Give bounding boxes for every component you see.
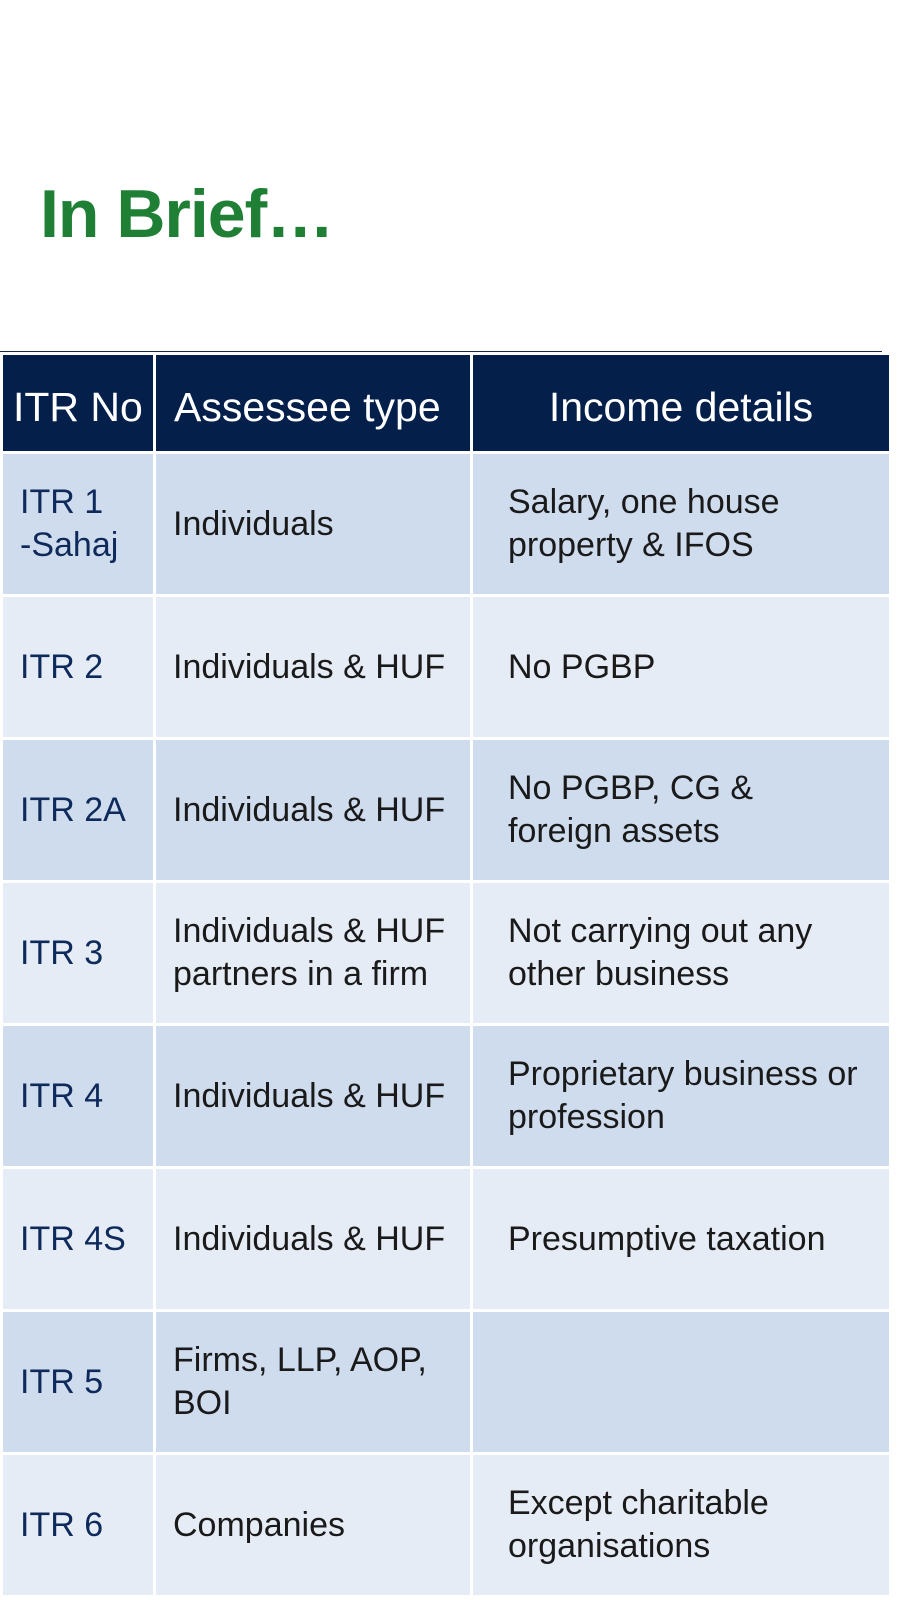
table-cell-assessee-type: Individuals: [156, 454, 470, 594]
table-cell-itr-no: ITR 1 -Sahaj: [3, 454, 153, 594]
table-cell-income-details: Proprietary business or profession: [473, 1026, 889, 1166]
table-cell-assessee-type: Individuals & HUF: [156, 740, 470, 880]
table-cell-income-details: [473, 1312, 889, 1452]
table-cell-income-details: No PGBP, CG & foreign assets: [473, 740, 889, 880]
table-cell-itr-no: ITR 4: [3, 1026, 153, 1166]
table-cell-assessee-type: Companies: [156, 1455, 470, 1595]
itr-table: ITR No Assessee type Income details ITR …: [3, 355, 889, 1595]
table-top-rule: [0, 351, 882, 352]
table-cell-income-details: Salary, one house property & IFOS: [473, 454, 889, 594]
table-cell-income-details: Not carrying out any other business: [473, 883, 889, 1023]
table-cell-itr-no: ITR 6: [3, 1455, 153, 1595]
table-cell-itr-no: ITR 2: [3, 597, 153, 737]
header-itr-no: ITR No: [3, 355, 153, 451]
table-cell-itr-no: ITR 2A: [3, 740, 153, 880]
table-cell-itr-no: ITR 4S: [3, 1169, 153, 1309]
page-title: In Brief…: [40, 176, 334, 252]
table-cell-income-details: No PGBP: [473, 597, 889, 737]
table-cell-assessee-type: Individuals & HUF partners in a firm: [156, 883, 470, 1023]
table-cell-itr-no: ITR 5: [3, 1312, 153, 1452]
table-cell-assessee-type: Individuals & HUF: [156, 597, 470, 737]
table-cell-income-details: Presumptive taxation: [473, 1169, 889, 1309]
table-cell-assessee-type: Individuals & HUF: [156, 1169, 470, 1309]
table-cell-itr-no: ITR 3: [3, 883, 153, 1023]
table-cell-income-details: Except charitable organisations: [473, 1455, 889, 1595]
header-income-details: Income details: [473, 355, 889, 451]
table-cell-assessee-type: Firms, LLP, AOP, BOI: [156, 1312, 470, 1452]
header-assessee-type: Assessee type: [156, 355, 470, 451]
table-cell-assessee-type: Individuals & HUF: [156, 1026, 470, 1166]
